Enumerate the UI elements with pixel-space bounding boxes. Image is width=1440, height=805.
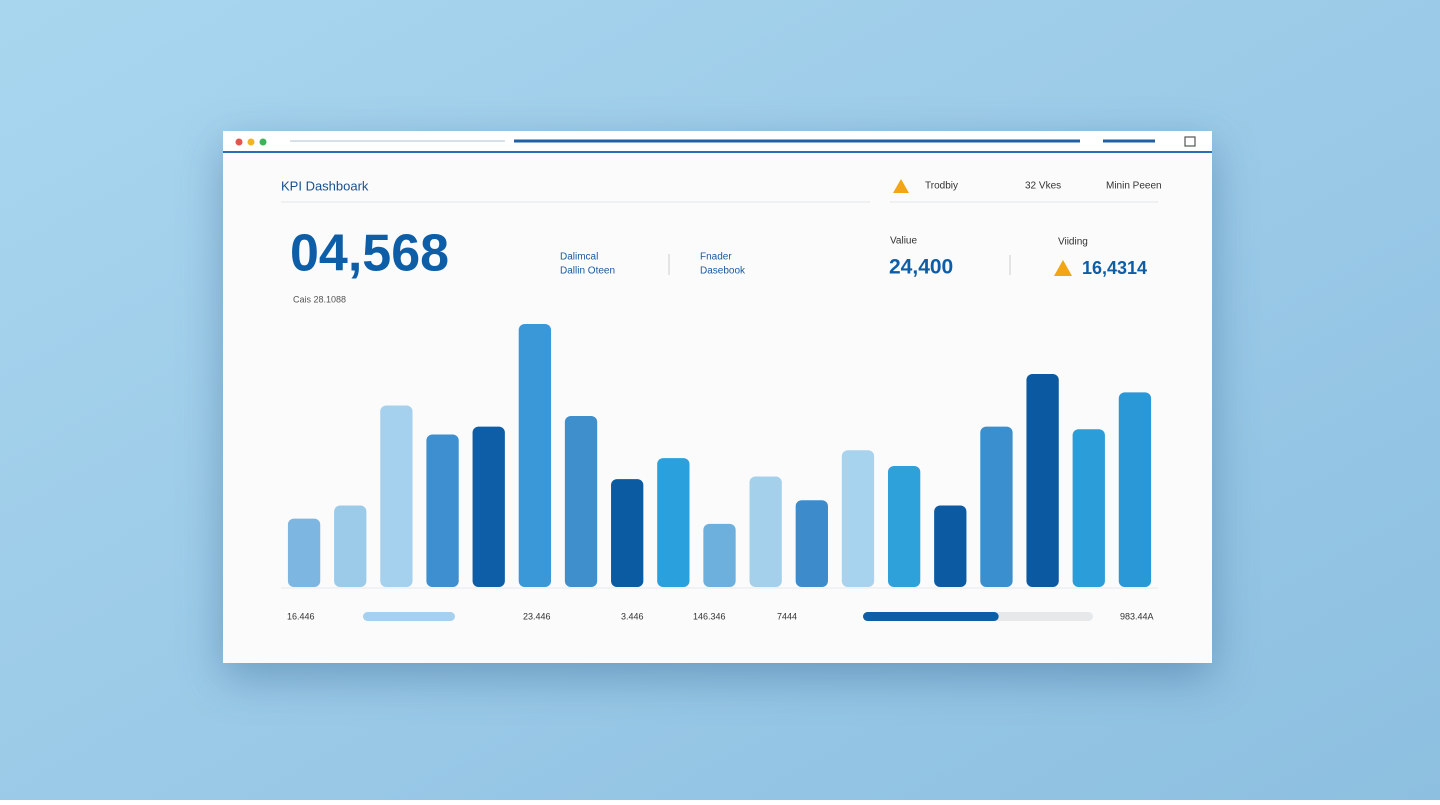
- bar: [841, 450, 875, 587]
- progress-fill: [863, 612, 999, 621]
- bar: [1026, 373, 1059, 587]
- kpi-main-value: 04,568: [290, 225, 449, 283]
- bar: [564, 416, 598, 587]
- footer-label: 23.446: [523, 611, 551, 621]
- bar: [1072, 429, 1105, 587]
- kpi-label: Fnader: [700, 252, 732, 263]
- bar: [472, 426, 505, 587]
- bar: [749, 476, 782, 587]
- warning-icon: [1054, 260, 1072, 276]
- bar: [334, 505, 367, 587]
- bar: [287, 518, 321, 587]
- bar: [1118, 392, 1152, 587]
- slider[interactable]: [363, 612, 455, 621]
- bar: [703, 523, 736, 587]
- kpi-value-label: Valiue: [890, 236, 917, 247]
- footer-label: 16.446: [287, 611, 315, 621]
- warning-icon: [893, 179, 909, 193]
- tab[interactable]: 32 Vkes: [1025, 181, 1061, 192]
- bar: [380, 405, 413, 587]
- footer-label: 3.446: [621, 611, 644, 621]
- kpi-value: 24,400: [889, 256, 953, 279]
- dashboard-title: KPI Dashboark: [281, 178, 369, 193]
- bar: [657, 458, 690, 587]
- kpi-label: Dasebook: [700, 266, 746, 277]
- window-dot: [235, 138, 243, 146]
- footer-label: 7444: [777, 611, 797, 621]
- footer-label: 983.44A: [1120, 611, 1154, 621]
- bar: [934, 505, 967, 587]
- bar: [518, 324, 552, 587]
- window-dot: [247, 138, 255, 146]
- kpi-caption: Cais 28.1088: [293, 294, 346, 304]
- menu-icon[interactable]: [1184, 136, 1196, 147]
- kpi-alert-value: 16,4314: [1082, 258, 1147, 278]
- bar: [980, 426, 1013, 587]
- bar: [611, 479, 644, 587]
- window-dot: [259, 138, 267, 146]
- footer-label: 146.346: [693, 611, 726, 621]
- kpi-alert-label: Viiding: [1058, 237, 1088, 248]
- kpi-label: Dalimcal: [560, 252, 598, 263]
- bar: [887, 466, 921, 587]
- tab[interactable]: Trodbiy: [925, 181, 958, 192]
- bar: [426, 434, 459, 587]
- tab[interactable]: Minin Peeen: [1106, 181, 1162, 192]
- kpi-label: Dallin Oteen: [560, 266, 615, 277]
- bar: [795, 500, 828, 587]
